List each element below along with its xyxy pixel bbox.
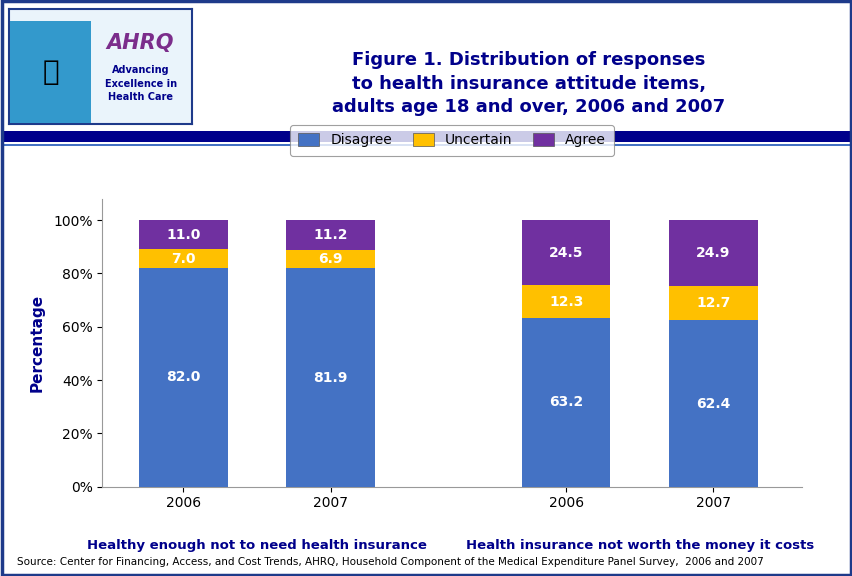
Text: Healthy enough not to need health insurance: Healthy enough not to need health insura… [87, 540, 426, 552]
Bar [286, 250, 374, 268]
Text: 62.4: 62.4 [695, 396, 730, 411]
Text: Figure 1. Distribution of responses: Figure 1. Distribution of responses [352, 51, 705, 70]
Bar [139, 220, 227, 249]
Text: Advancing
Excellence in
Health Care: Advancing Excellence in Health Care [105, 65, 176, 102]
Text: Source: Center for Financing, Access, and Cost Trends, AHRQ, Household Component: Source: Center for Financing, Access, an… [17, 556, 763, 567]
Bar [521, 318, 610, 487]
Text: 11.0: 11.0 [166, 228, 200, 242]
Bar [669, 320, 757, 487]
Text: 7.0: 7.0 [171, 252, 195, 266]
Text: 🦅: 🦅 [43, 58, 59, 86]
Text: 11.2: 11.2 [313, 228, 348, 242]
Bar [669, 220, 757, 286]
Bar [286, 268, 374, 487]
Text: 24.9: 24.9 [695, 247, 730, 260]
Text: 82.0: 82.0 [166, 370, 200, 384]
Text: adults age 18 and over, 2006 and 2007: adults age 18 and over, 2006 and 2007 [332, 97, 724, 116]
Text: 24.5: 24.5 [549, 246, 583, 260]
Text: AHRQ: AHRQ [106, 33, 174, 53]
Bar [521, 285, 610, 318]
Bar [139, 249, 227, 268]
Y-axis label: Percentage: Percentage [30, 294, 45, 392]
Text: 12.3: 12.3 [549, 295, 583, 309]
Text: Health insurance not worth the money it costs: Health insurance not worth the money it … [465, 540, 813, 552]
Text: 12.7: 12.7 [695, 297, 730, 310]
Text: to health insurance attitude items,: to health insurance attitude items, [351, 74, 705, 93]
Text: 63.2: 63.2 [549, 396, 583, 410]
Bar [286, 220, 374, 250]
Legend: Disagree, Uncertain, Agree: Disagree, Uncertain, Agree [290, 125, 613, 156]
Bar [521, 220, 610, 285]
Bar [139, 268, 227, 487]
Text: 6.9: 6.9 [318, 252, 343, 266]
Bar [669, 286, 757, 320]
Text: 81.9: 81.9 [313, 370, 348, 385]
